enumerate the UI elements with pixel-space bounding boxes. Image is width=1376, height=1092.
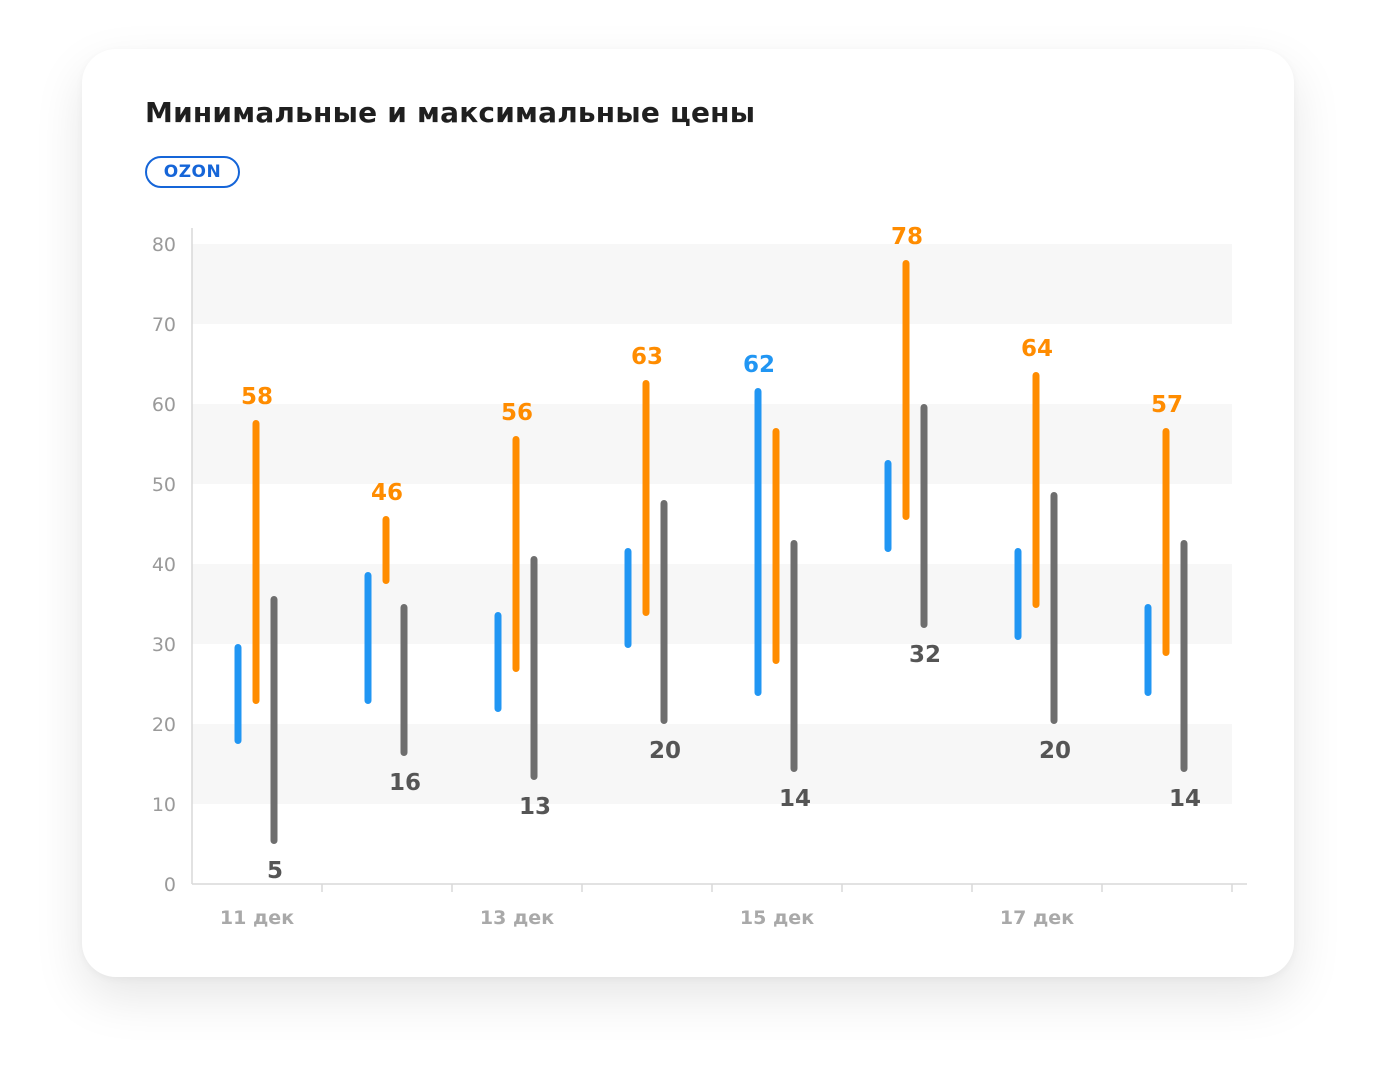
range-bar-gray[interactable] (660, 500, 668, 724)
y-tick-label: 50 (152, 474, 176, 496)
chart-card (82, 49, 1294, 977)
range-bar-orange[interactable] (512, 436, 520, 672)
y-tick-label: 60 (152, 394, 176, 416)
y-tick-label: 70 (152, 314, 176, 336)
y-axis-ticks: 0 10 20 30 40 50 60 70 80 (152, 234, 176, 896)
y-tick-label: 40 (152, 554, 176, 576)
y-tick-label: 0 (164, 874, 176, 896)
data-label: 57 (1151, 392, 1183, 418)
data-label: 14 (1169, 786, 1201, 812)
range-bar-blue[interactable] (884, 460, 892, 552)
range-bar-blue[interactable] (1144, 604, 1152, 696)
range-bar-blue[interactable] (624, 548, 632, 648)
axes (191, 228, 1247, 885)
data-label: 20 (649, 738, 681, 764)
range-bar-orange[interactable] (772, 428, 780, 664)
range-bar-orange[interactable] (382, 516, 390, 584)
grid-band (192, 564, 1232, 644)
grid-bands (192, 244, 1232, 804)
data-label: 64 (1021, 336, 1053, 362)
data-label: 14 (779, 786, 811, 812)
data-label: 16 (389, 770, 421, 796)
data-labels: 58 46 56 63 62 78 64 57 5 16 13 20 14 32 20 14 (241, 224, 1201, 884)
range-bar-gray[interactable] (920, 404, 928, 628)
range-bar-orange[interactable] (642, 380, 650, 616)
y-tick-label: 30 (152, 634, 176, 656)
x-axis-ticks: 11 дек 13 дек 15 дек 17 дек (220, 884, 1233, 929)
y-tick-label: 20 (152, 714, 176, 736)
range-bar-gray[interactable] (1180, 540, 1188, 772)
data-label: 78 (891, 224, 923, 250)
marketplace-badge[interactable]: OZON (145, 156, 240, 188)
range-bar-blue[interactable] (494, 612, 502, 712)
range-bar-orange[interactable] (252, 420, 260, 704)
data-label: 58 (241, 384, 273, 410)
data-label: 5 (267, 858, 283, 884)
range-bar-orange[interactable] (902, 260, 910, 520)
data-label: 20 (1039, 738, 1071, 764)
x-tick-label: 17 дек (1000, 907, 1074, 929)
range-bars (234, 260, 1188, 844)
grid-band (192, 724, 1232, 804)
range-bar-orange[interactable] (1032, 372, 1040, 608)
range-bar-gray[interactable] (400, 604, 408, 756)
data-label: 63 (631, 344, 663, 370)
x-tick-label: 15 дек (740, 907, 814, 929)
range-bar-gray[interactable] (790, 540, 798, 772)
grid-band (192, 244, 1232, 324)
x-tick-label: 11 дек (220, 907, 294, 929)
data-label: 13 (519, 794, 551, 820)
chart-title: Минимальные и максимальные цены (145, 96, 756, 129)
y-tick-label: 80 (152, 234, 176, 256)
x-tick-label: 13 дек (480, 907, 554, 929)
data-label: 56 (501, 400, 533, 426)
range-bar-blue[interactable] (754, 388, 762, 696)
range-bar-orange[interactable] (1162, 428, 1170, 656)
y-tick-label: 10 (152, 794, 176, 816)
grid-band (192, 404, 1232, 484)
data-label: 46 (371, 480, 403, 506)
range-bar-blue[interactable] (1014, 548, 1022, 640)
range-bar-blue[interactable] (234, 644, 242, 744)
range-bar-blue[interactable] (364, 572, 372, 704)
data-label: 32 (909, 642, 941, 668)
range-bar-gray[interactable] (1050, 492, 1058, 724)
range-bar-gray[interactable] (530, 556, 538, 780)
range-bar-gray[interactable] (270, 596, 278, 844)
data-label: 62 (743, 352, 775, 378)
